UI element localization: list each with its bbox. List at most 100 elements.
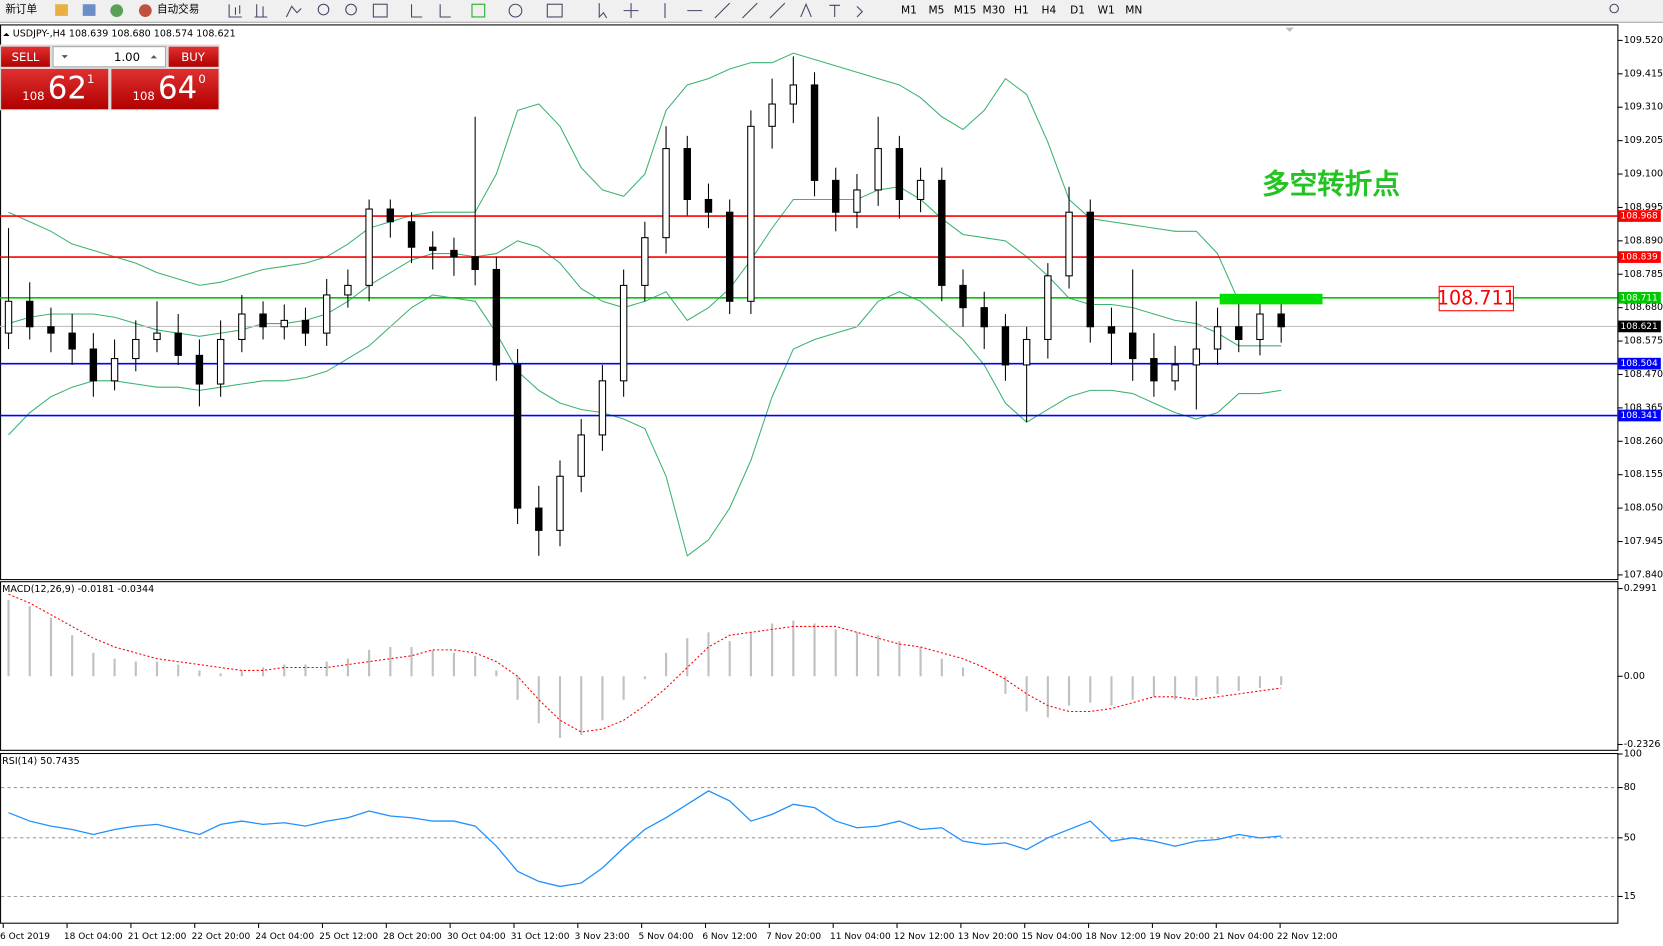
buy-price-frac: 0: [198, 72, 205, 86]
candle-body: [1213, 326, 1222, 350]
icon[interactable]: [317, 3, 330, 16]
x-tick-label: 31 Oct 12:00: [511, 932, 570, 942]
x-tick-label: 18 Oct 04:00: [64, 932, 123, 942]
rsi-line: [8, 790, 1282, 888]
candle-body: [47, 326, 55, 334]
y-tick-label: 108.890: [1624, 235, 1663, 246]
icon[interactable]: [471, 3, 486, 18]
timeframe-button[interactable]: H4: [1042, 5, 1057, 17]
buy-button[interactable]: [168, 46, 219, 67]
timeframe-button[interactable]: W1: [1098, 5, 1115, 17]
timeframe-button[interactable]: D1: [1070, 5, 1085, 17]
icon[interactable]: [285, 5, 302, 18]
candle-body: [747, 125, 755, 302]
icon[interactable]: [623, 3, 639, 19]
candle-body: [789, 84, 798, 105]
timeframe-button[interactable]: MN: [1125, 5, 1142, 17]
toolbar-bg: [0, 0, 1663, 23]
candle-body: [110, 358, 119, 382]
price-box: [1438, 285, 1514, 312]
timeframe-button[interactable]: M15: [954, 5, 977, 17]
y-tick-label: 100: [1624, 749, 1642, 760]
lot-up[interactable]: [150, 55, 157, 59]
y-tick-label: 0.2991: [1624, 583, 1657, 594]
candle-body: [704, 198, 713, 213]
lot-input[interactable]: [52, 46, 167, 68]
icon[interactable]: [598, 3, 608, 19]
auto-trading-icon[interactable]: [138, 4, 152, 17]
candle-body: [598, 380, 607, 436]
candle-body: [1277, 313, 1285, 328]
icon[interactable]: [410, 4, 423, 18]
candle-body: [89, 348, 98, 382]
buy-label[interactable]: BUY: [181, 50, 206, 64]
level-tag: [1618, 357, 1661, 370]
lot-value[interactable]: 1.00: [114, 50, 140, 64]
level-label: 108.504: [1621, 359, 1658, 369]
auto-trading-button[interactable]: 自动交易: [157, 3, 199, 16]
candle-body: [4, 300, 13, 334]
level-label: 108.968: [1621, 212, 1658, 222]
y-tick-label: 0.00: [1624, 671, 1645, 682]
timeframes: M1 M5 M15 M30 H1 H4 D1 W1 MN: [901, 5, 1142, 17]
candle-body: [1107, 326, 1116, 334]
search-icon[interactable]: [1609, 3, 1619, 14]
icon[interactable]: [800, 2, 864, 18]
icon[interactable]: [228, 4, 242, 18]
level-label: 108.839: [1621, 253, 1658, 263]
x-tick-label: 15 Nov 04:00: [1022, 932, 1083, 942]
candle-body: [450, 249, 458, 258]
candle-body: [280, 319, 288, 328]
icon[interactable]: [345, 3, 357, 16]
y-tick-label: 109.205: [1624, 135, 1663, 146]
macd-label: MACD(12,26,9) -0.0181 -0.0344: [2, 584, 154, 595]
timeframe-button[interactable]: H1: [1014, 5, 1029, 17]
shift-marker: [1285, 27, 1294, 32]
macd-signal: [8, 593, 1282, 733]
level-tag: [1618, 409, 1661, 422]
y-tick-label: 108.575: [1624, 336, 1663, 347]
y-tick-label: 109.415: [1624, 68, 1663, 79]
icon[interactable]: [372, 3, 388, 18]
x-tick-label: 6 Nov 12:00: [702, 932, 757, 942]
candle-body: [619, 284, 628, 382]
candle-body: [1150, 358, 1158, 382]
candle-body: [916, 179, 925, 201]
new-order-button[interactable]: 新订单: [5, 3, 37, 16]
candle-body: [662, 148, 670, 239]
timeframe-button[interactable]: M1: [901, 5, 917, 17]
candle-body: [68, 332, 76, 350]
sell-label[interactable]: SELL: [12, 50, 40, 64]
icon[interactable]: [439, 4, 451, 18]
icon[interactable]: [508, 3, 523, 18]
level-tag: [1618, 291, 1661, 304]
x-tick-label: 21 Oct 12:00: [128, 932, 187, 942]
buy-price-box[interactable]: [111, 68, 219, 110]
y-tick-label: 108.260: [1624, 436, 1663, 447]
x-tick-label: 30 Oct 04:00: [447, 932, 506, 942]
icon[interactable]: [55, 4, 68, 16]
sell-button[interactable]: [1, 46, 50, 67]
rsi-label: RSI(14) 50.7435: [2, 756, 80, 767]
icon[interactable]: [254, 4, 268, 18]
candle-body: [1256, 313, 1264, 341]
timeframe-button[interactable]: M5: [929, 5, 945, 17]
candle-body: [26, 300, 34, 328]
candle-body: [577, 434, 585, 477]
timeframe-button[interactable]: M30: [982, 5, 1005, 17]
candle-body: [895, 148, 904, 201]
x-tick-label: 24 Oct 04:00: [255, 932, 314, 942]
sell-price-box[interactable]: [1, 68, 109, 110]
tool-icons: [228, 2, 1619, 19]
candle-body: [407, 221, 416, 248]
icon[interactable]: [664, 2, 786, 19]
y-tick-label: 107.945: [1624, 536, 1663, 547]
icon[interactable]: [82, 4, 96, 16]
trade-panel: SELL 1.00 BUY 108 62 1 108 64 0: [0, 44, 220, 111]
candle-body: [1065, 211, 1073, 277]
icon[interactable]: [110, 4, 124, 17]
icon[interactable]: [546, 3, 563, 18]
candle-body: [1192, 348, 1201, 366]
lot-down[interactable]: [61, 55, 68, 59]
candle-body: [259, 313, 267, 328]
